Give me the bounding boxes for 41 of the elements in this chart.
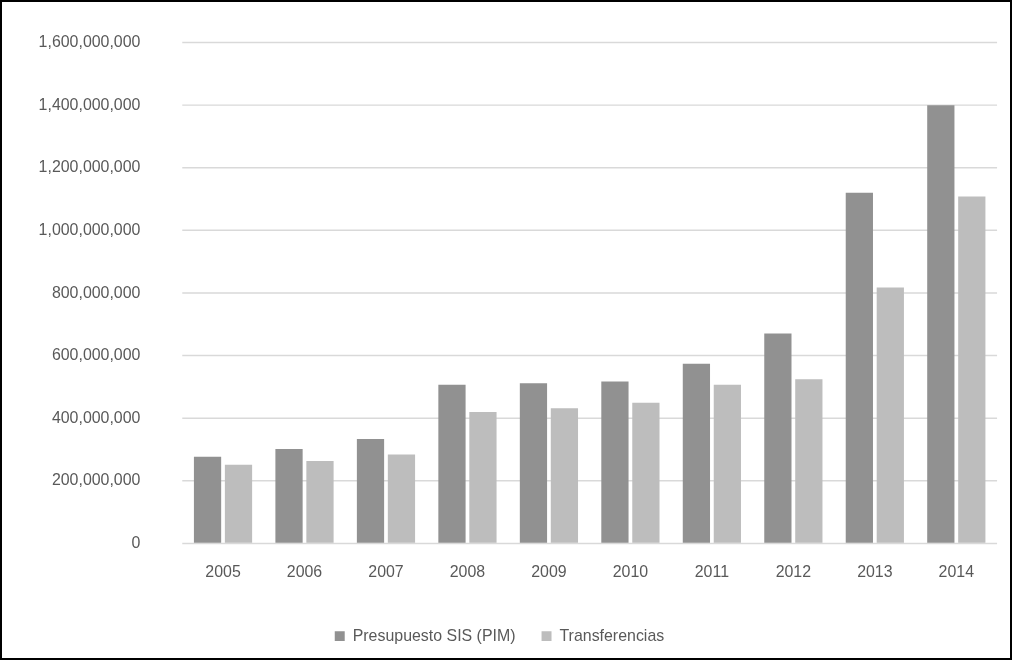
- bar: [876, 287, 904, 543]
- bar: [764, 333, 792, 543]
- bar: [713, 384, 741, 543]
- bar: [306, 460, 334, 543]
- bar: [469, 412, 497, 543]
- bar: [193, 456, 222, 543]
- y-tick-label: 1,400,000,000: [38, 95, 141, 113]
- bar: [275, 448, 303, 543]
- y-tick-label: 1,000,000,000: [38, 220, 141, 238]
- bar: [682, 363, 711, 543]
- x-tick-label: 2008: [449, 563, 486, 581]
- x-tick-label: 2007: [368, 563, 404, 581]
- y-tick-label: 200,000,000: [51, 471, 141, 489]
- x-tick-label: 2011: [694, 563, 730, 581]
- x-tick-label: 2013: [857, 563, 893, 581]
- bar: [519, 383, 548, 543]
- bar: [632, 402, 660, 543]
- bar: [601, 381, 629, 543]
- bar: [387, 454, 416, 543]
- y-tick-label: 1,200,000,000: [38, 158, 141, 176]
- y-tick-label: 600,000,000: [51, 346, 141, 364]
- y-tick-label: 0: [131, 533, 141, 551]
- bar: [927, 105, 955, 543]
- x-tick-label: 2006: [286, 563, 323, 581]
- bar: [845, 192, 873, 543]
- legend-label: Presupuesto SIS (PIM): [352, 626, 516, 644]
- y-tick-label: 800,000,000: [51, 283, 141, 301]
- bar: [795, 379, 823, 543]
- bar: [438, 384, 466, 543]
- x-tick-label: 2012: [775, 563, 812, 581]
- bar: [958, 196, 986, 543]
- x-tick-label: 2010: [612, 563, 649, 581]
- x-tick-label: 2005: [205, 563, 241, 581]
- y-tick-label: 400,000,000: [51, 408, 141, 426]
- bar: [550, 408, 579, 543]
- bar: [356, 438, 385, 543]
- bar: [224, 464, 253, 543]
- x-tick-label: 2009: [531, 563, 567, 581]
- legend-label: Transferencias: [559, 626, 665, 644]
- x-tick-label: 2014: [938, 563, 975, 581]
- y-tick-label: 1,600,000,000: [38, 33, 141, 51]
